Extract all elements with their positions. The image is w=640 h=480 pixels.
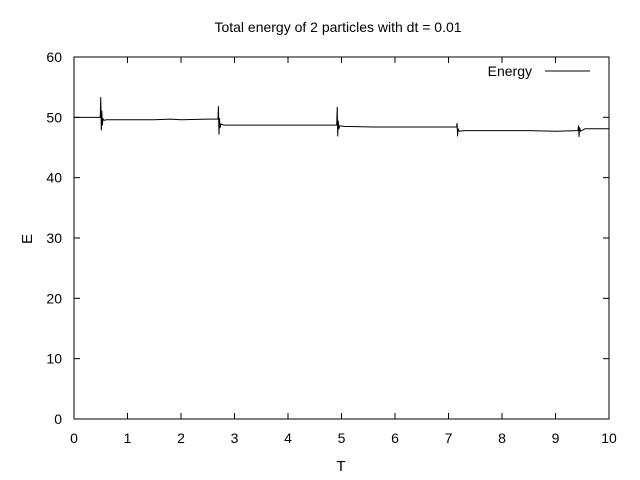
x-tick-label: 6 [391, 430, 399, 446]
x-tick-label: 9 [552, 430, 560, 446]
x-tick-label: 1 [124, 430, 132, 446]
axis-ticks [73, 56, 610, 420]
chart-title: Total energy of 2 particles with dt = 0.… [214, 19, 461, 35]
x-tick-label: 2 [177, 430, 185, 446]
x-tick-labels: 0 1 2 3 4 5 6 7 8 9 10 [70, 430, 617, 446]
x-tick-label: 0 [70, 430, 78, 446]
x-tick-label: 3 [231, 430, 239, 446]
legend-label-energy: Energy [488, 63, 532, 79]
x-tick-label: 8 [498, 430, 506, 446]
plot-frame [73, 56, 610, 420]
y-tick-label: 0 [54, 411, 62, 427]
y-axis-label: E [19, 234, 36, 244]
y-tick-label: 50 [46, 109, 62, 125]
y-tick-labels: 0 10 20 30 40 50 60 [46, 49, 62, 427]
y-tick-label: 40 [46, 170, 62, 186]
x-tick-label: 10 [601, 430, 617, 446]
x-tick-label: 7 [445, 430, 453, 446]
x-tick-label: 5 [338, 430, 346, 446]
y-tick-label: 30 [46, 230, 62, 246]
y-tick-label: 10 [46, 351, 62, 367]
energy-series-line [74, 96, 609, 138]
legend: Energy [488, 63, 590, 79]
y-tick-label: 60 [46, 49, 62, 65]
x-tick-label: 4 [284, 430, 292, 446]
x-axis-label: T [336, 458, 345, 475]
y-tick-label: 20 [46, 290, 62, 306]
